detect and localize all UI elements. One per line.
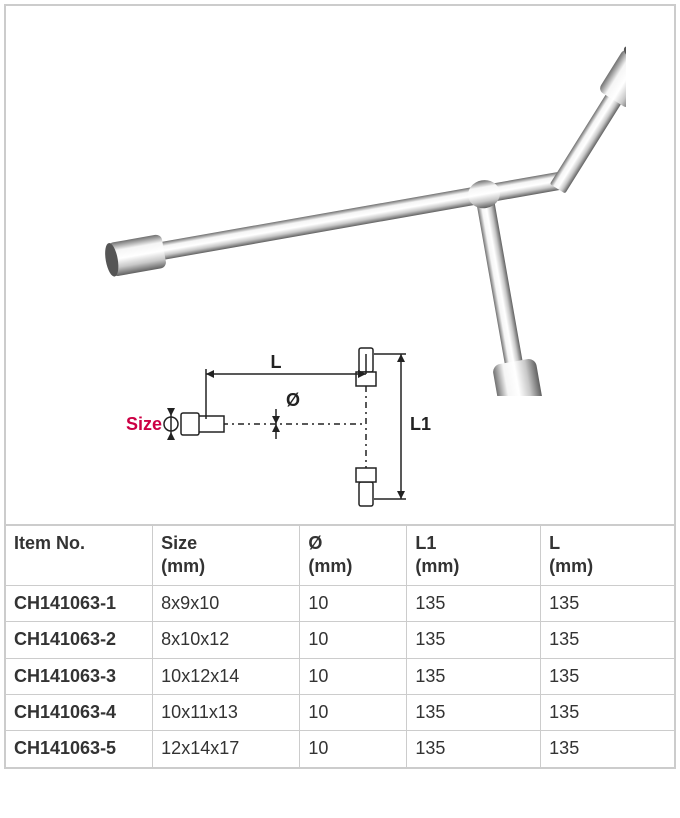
- cell-l1: 135: [407, 731, 541, 767]
- header-item: Item No.: [6, 526, 153, 586]
- table-row: CH141063-28x10x1210135135: [6, 622, 675, 658]
- table-row: CH141063-512x14x1710135135: [6, 731, 675, 767]
- cell-size: 12x14x17: [153, 731, 300, 767]
- cell-l: 135: [541, 658, 675, 694]
- cell-size: 8x9x10: [153, 585, 300, 621]
- cell-dia: 10: [300, 694, 407, 730]
- cell-item: CH141063-2: [6, 622, 153, 658]
- cell-l: 135: [541, 694, 675, 730]
- cell-size: 10x11x13: [153, 694, 300, 730]
- cell-size: 8x10x12: [153, 622, 300, 658]
- cell-l1: 135: [407, 658, 541, 694]
- cell-item: CH141063-5: [6, 731, 153, 767]
- cell-item: CH141063-1: [6, 585, 153, 621]
- cell-l: 135: [541, 585, 675, 621]
- header-dia: Ø(mm): [300, 526, 407, 586]
- cell-item: CH141063-4: [6, 694, 153, 730]
- dimension-diagram: Size L Ø L1: [126, 324, 446, 514]
- table-row: CH141063-310x12x1410135135: [6, 658, 675, 694]
- diagram-L-label: L: [271, 352, 282, 372]
- cell-dia: 10: [300, 622, 407, 658]
- cell-l: 135: [541, 731, 675, 767]
- diagram-dia-label: Ø: [286, 390, 300, 410]
- spec-sheet: Size L Ø L1 Item No. Size(mm) Ø(mm) L1(m…: [4, 4, 676, 769]
- cell-l1: 135: [407, 622, 541, 658]
- cell-dia: 10: [300, 731, 407, 767]
- table-row: CH141063-410x11x1310135135: [6, 694, 675, 730]
- cell-dia: 10: [300, 585, 407, 621]
- diagram-size-label: Size: [126, 414, 162, 434]
- product-image-area: Size L Ø L1: [5, 5, 675, 525]
- cell-dia: 10: [300, 658, 407, 694]
- cell-item: CH141063-3: [6, 658, 153, 694]
- spec-table: Item No. Size(mm) Ø(mm) L1(mm) L(mm) CH1…: [5, 525, 675, 768]
- table-row: CH141063-18x9x1010135135: [6, 585, 675, 621]
- header-l: L(mm): [541, 526, 675, 586]
- cell-l: 135: [541, 622, 675, 658]
- cell-size: 10x12x14: [153, 658, 300, 694]
- cell-l1: 135: [407, 694, 541, 730]
- diagram-L1-label: L1: [410, 414, 431, 434]
- header-l1: L1(mm): [407, 526, 541, 586]
- cell-l1: 135: [407, 585, 541, 621]
- header-size: Size(mm): [153, 526, 300, 586]
- table-header-row: Item No. Size(mm) Ø(mm) L1(mm) L(mm): [6, 526, 675, 586]
